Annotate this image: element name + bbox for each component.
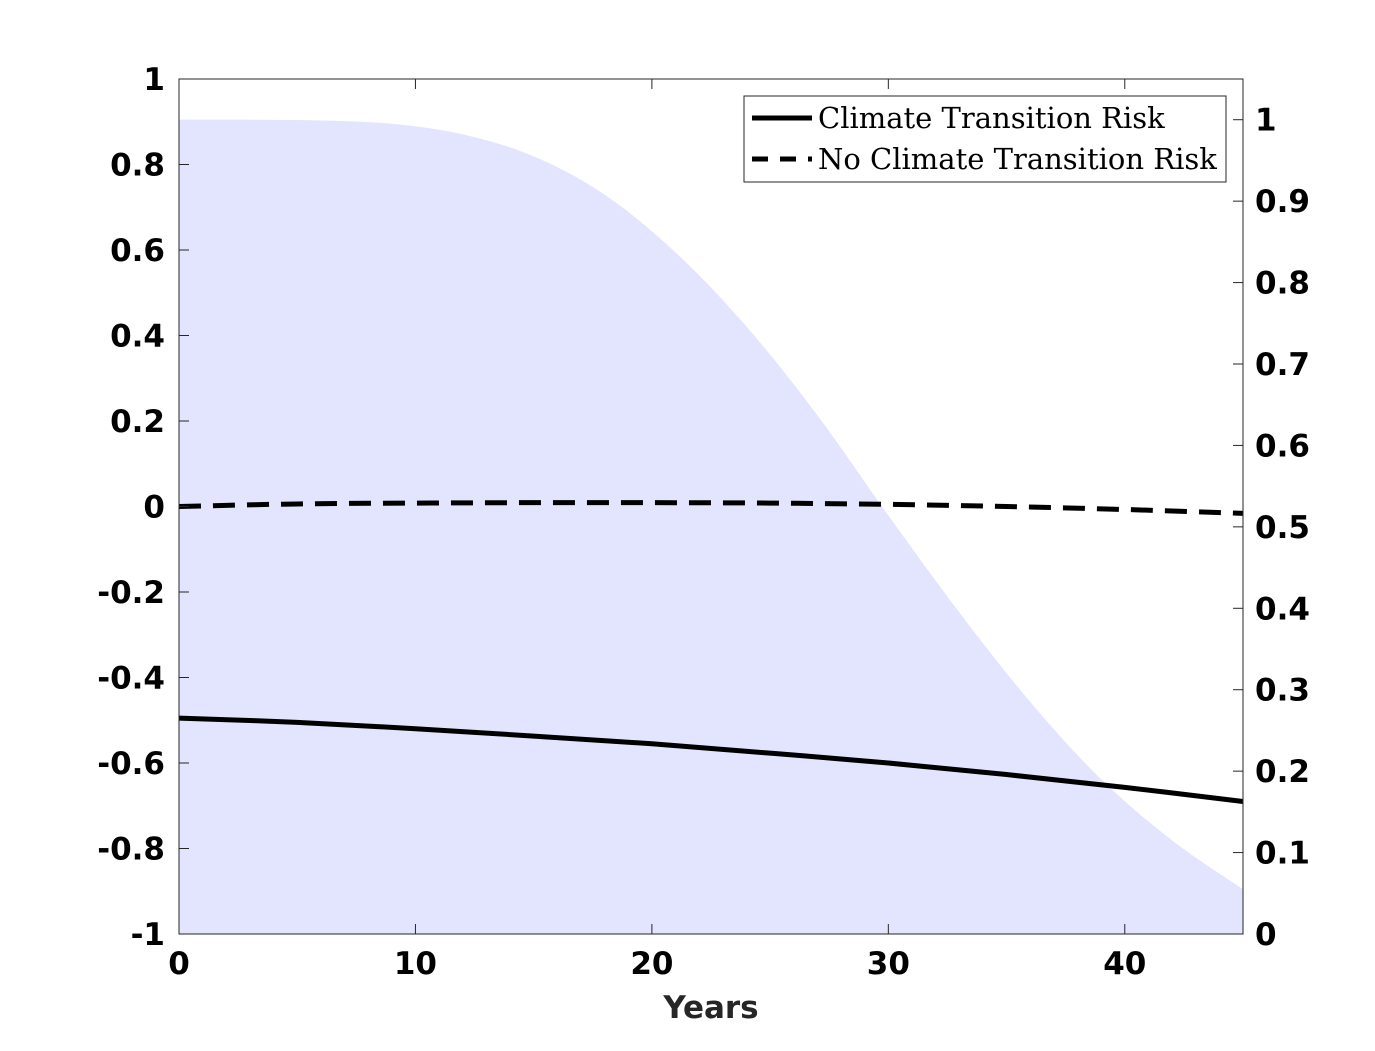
y-left-tick-label: -0.8 <box>97 832 165 868</box>
y-right-tick-label: 0.4 <box>1255 591 1310 627</box>
y-right-tick-label: 0.3 <box>1255 673 1310 709</box>
y-right-tick-label: 1 <box>1255 103 1277 139</box>
y-left-tick-label: -0.2 <box>97 575 165 611</box>
y-right-tick-label: 0.7 <box>1255 347 1310 383</box>
x-tick-label: 10 <box>394 946 437 982</box>
probability-area-layer <box>179 119 1243 934</box>
y-left-tick-label: 0.8 <box>110 148 165 184</box>
y-right-tick-label: 0.5 <box>1255 510 1310 546</box>
y-right-tick-label: 0.6 <box>1255 428 1310 464</box>
y-left-tick-label: -0.6 <box>97 746 165 782</box>
x-tick-label: 0 <box>168 946 190 982</box>
y-right-tick-label: 0.2 <box>1255 754 1310 790</box>
y-left-tick-label: 0.4 <box>110 319 165 355</box>
series-line-climate-transition-risk <box>178 715 1244 804</box>
y-left-tick-label: -0.4 <box>97 661 165 697</box>
y-left-tick-label: -1 <box>131 917 165 953</box>
y-right-tick-label: 0 <box>1255 917 1277 953</box>
x-axis-title: Years <box>662 990 758 1026</box>
x-tick-label: 30 <box>867 946 910 982</box>
y-left-tick-label: 0.2 <box>110 404 165 440</box>
y-right-tick-label: 0.8 <box>1255 266 1310 302</box>
series-layer <box>178 500 1244 804</box>
probability-area <box>179 119 1243 934</box>
x-tick-label: 20 <box>630 946 673 982</box>
y-left-tick-label: 0.6 <box>110 233 165 269</box>
series-line-no-climate-transition-risk <box>178 500 1244 516</box>
legend-label: Climate Transition Risk <box>818 101 1165 135</box>
y-right-tick-label: 0.9 <box>1255 184 1310 220</box>
legend-box <box>743 95 1227 183</box>
y-right-tick-label: 0.1 <box>1255 836 1310 872</box>
legend: Climate Transition Risk No Climate Transi… <box>743 95 1227 183</box>
x-tick-label: 40 <box>1103 946 1146 982</box>
tick-labels-layer: 0 10 20 30 40-1-0.8-0.6-0.4-0.200.20.40.60.8… <box>97 62 1310 982</box>
y-left-tick-label: 0 <box>143 490 165 526</box>
legend-label: No Climate Transition Risk <box>818 142 1217 176</box>
ticks-layer <box>178 78 1243 935</box>
y-left-tick-label: 1 <box>143 62 165 98</box>
